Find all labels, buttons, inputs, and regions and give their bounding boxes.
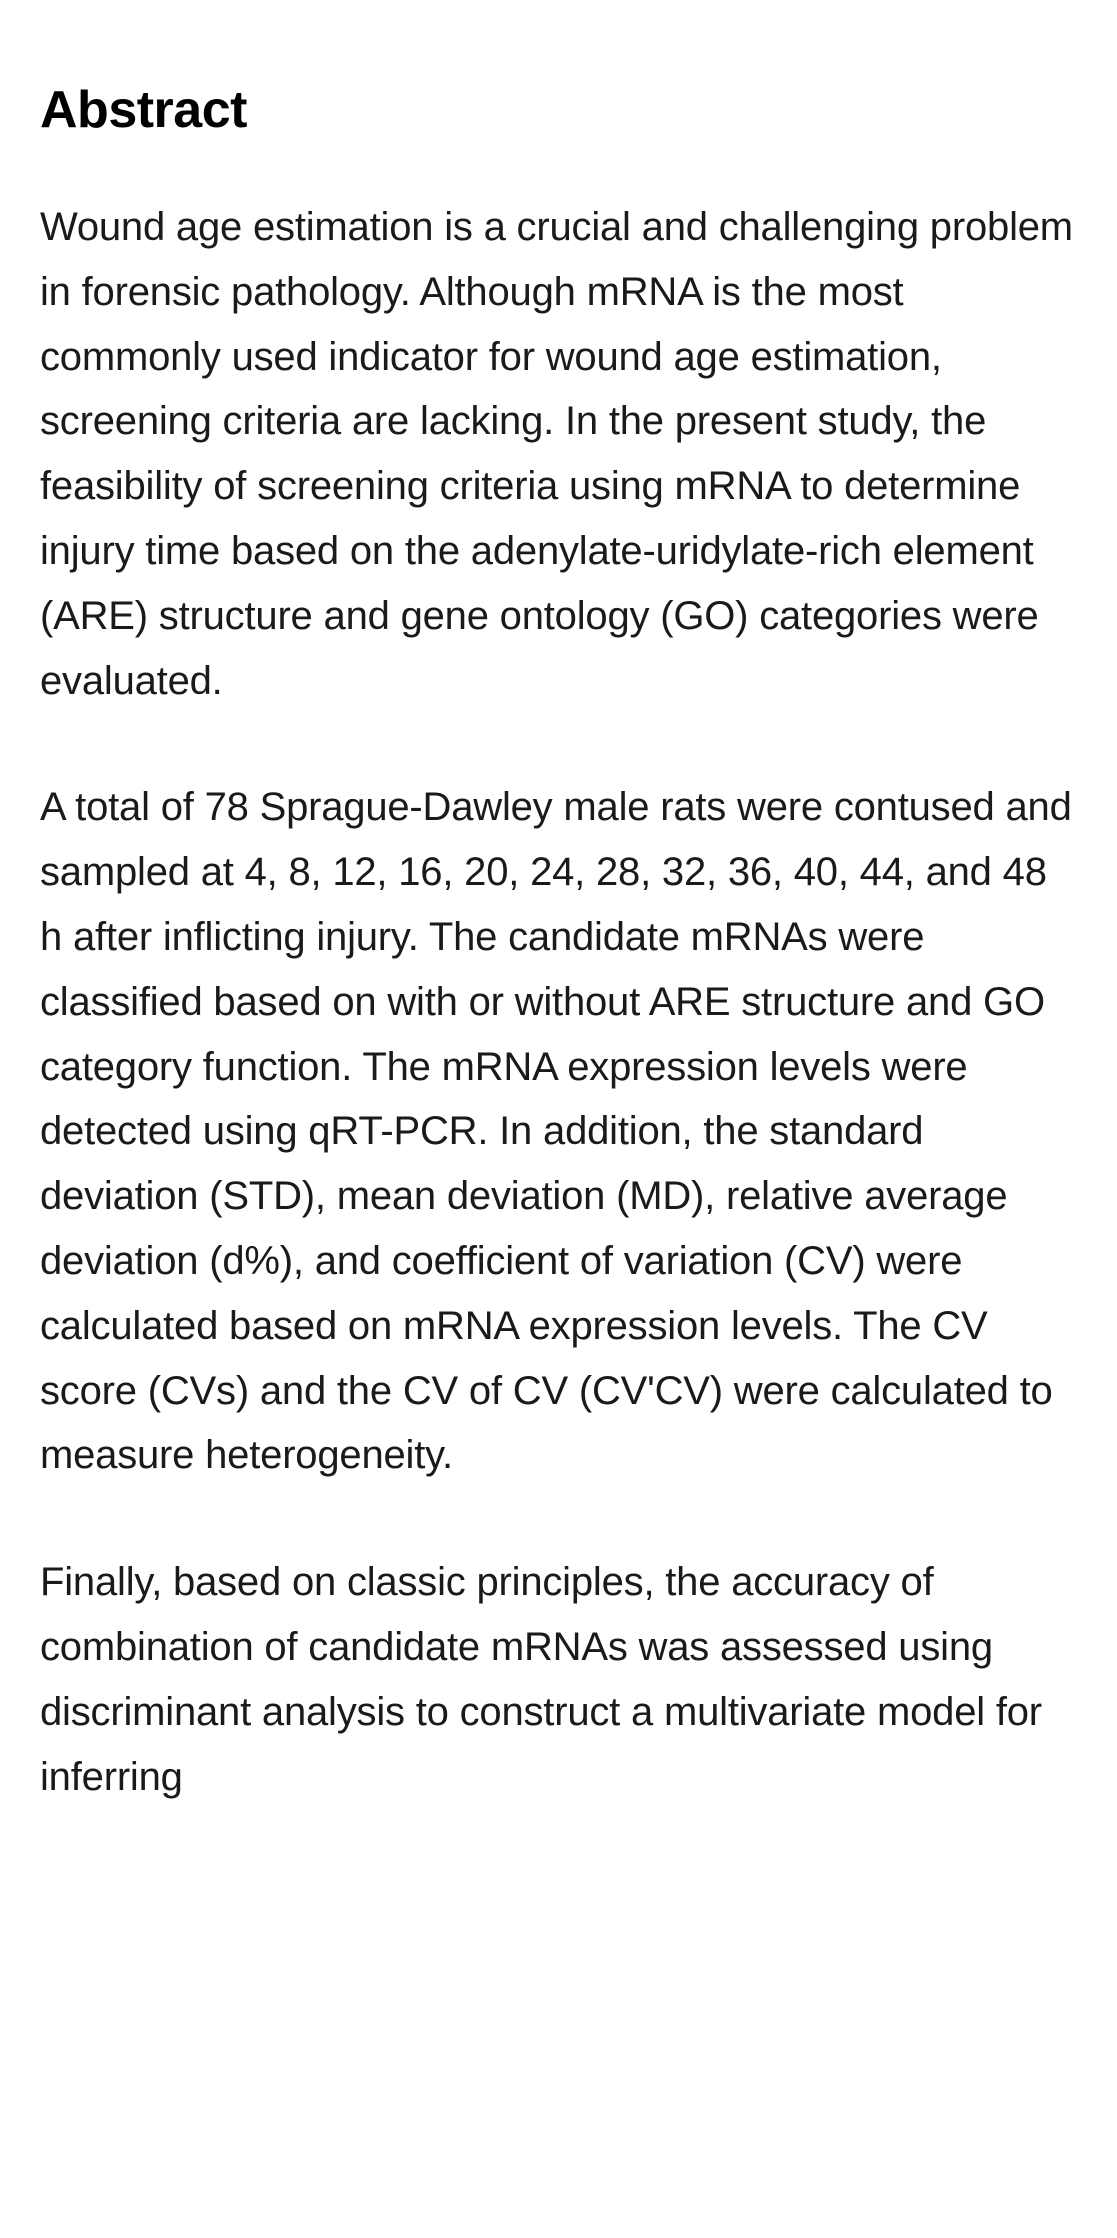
abstract-paragraph: Wound age estimation is a crucial and ch… [40,195,1077,713]
abstract-heading: Abstract [40,80,1077,140]
abstract-paragraph: A total of 78 Sprague-Dawley male rats w… [40,775,1077,1488]
abstract-paragraph: Finally, based on classic principles, th… [40,1550,1077,1809]
